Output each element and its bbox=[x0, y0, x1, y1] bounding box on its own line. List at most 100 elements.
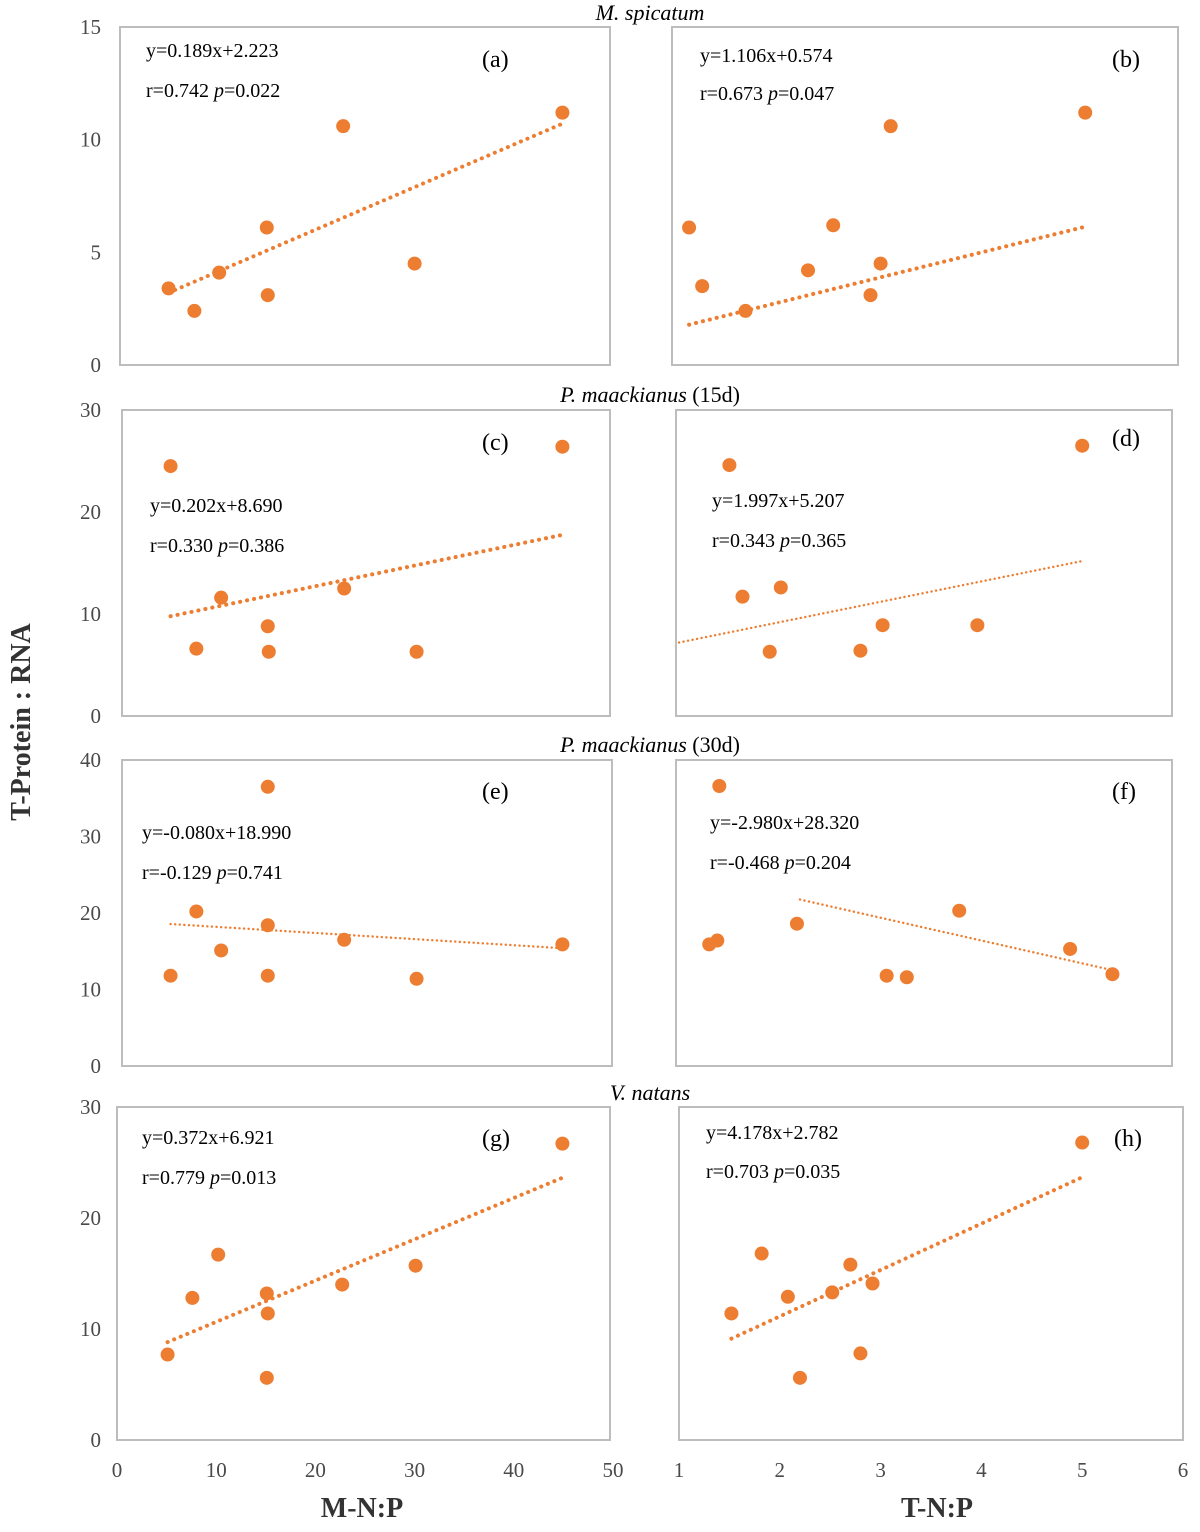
data-point bbox=[260, 288, 275, 303]
data-point bbox=[212, 265, 227, 280]
data-point bbox=[260, 779, 275, 794]
data-point bbox=[260, 918, 275, 933]
regression-equation: y=1.997x+5.207 bbox=[712, 490, 845, 512]
y-tick-label: 10 bbox=[80, 1317, 101, 1341]
y-tick-label: 10 bbox=[80, 602, 101, 626]
y-tick-label: 0 bbox=[91, 1054, 102, 1078]
data-point bbox=[260, 968, 275, 983]
regression-equation: y=0.372x+6.921 bbox=[142, 1127, 275, 1149]
data-point bbox=[163, 459, 178, 474]
data-point bbox=[724, 1306, 739, 1321]
data-point bbox=[970, 618, 985, 633]
panel-label: (f) bbox=[1112, 779, 1136, 805]
regression-stats: r=0.779 p=0.013 bbox=[142, 1167, 276, 1189]
y-tick-label: 20 bbox=[80, 500, 101, 524]
panel-c: 0 10 20 30 y=0.202x+8.690 r=0.330 p=0.386 (c) bbox=[80, 398, 611, 728]
data-point bbox=[409, 971, 424, 986]
data-point bbox=[214, 943, 229, 958]
panel-label: (d) bbox=[1112, 426, 1140, 452]
y-tick-label: 10 bbox=[80, 128, 101, 152]
data-point bbox=[738, 303, 753, 318]
panel-label: (h) bbox=[1114, 1126, 1142, 1152]
panel-label: (c) bbox=[482, 430, 509, 456]
data-point bbox=[160, 1347, 175, 1362]
x-tick-label: 6 bbox=[1178, 1458, 1189, 1482]
x-tick-label: 4 bbox=[976, 1458, 987, 1482]
y-tick-label: 40 bbox=[80, 748, 101, 772]
data-point bbox=[843, 1257, 858, 1272]
panel-f: y=-2.980x+28.320 r=-0.468 p=0.204 (f) bbox=[675, 759, 1173, 1067]
data-point bbox=[261, 644, 276, 659]
regression-stats: r=-0.468 p=0.204 bbox=[710, 852, 851, 874]
row-title-4: V. natans bbox=[610, 1080, 690, 1105]
x-axis-label-left: M-N:P bbox=[321, 1493, 403, 1524]
trendline bbox=[687, 224, 1088, 327]
regression-stats: r=-0.129 p=0.741 bbox=[142, 862, 283, 884]
regression-equation: y=0.189x+2.223 bbox=[146, 40, 279, 62]
panel-a: 0 5 10 15 y=0.189x+2.223 r=0.742 p=0.022 (a) bbox=[80, 15, 611, 377]
regression-equation: y=0.202x+8.690 bbox=[150, 495, 283, 517]
data-point bbox=[1075, 438, 1090, 453]
y-tick-label: 20 bbox=[80, 901, 101, 925]
data-point bbox=[865, 1276, 880, 1291]
data-point bbox=[189, 641, 204, 656]
trendline bbox=[729, 1175, 1085, 1341]
regression-equation: y=1.106x+0.574 bbox=[700, 45, 833, 67]
data-point bbox=[853, 643, 868, 658]
data-point bbox=[1105, 967, 1120, 982]
data-point bbox=[712, 779, 727, 794]
trendline bbox=[169, 922, 564, 950]
plot-frame bbox=[116, 1106, 611, 1441]
data-point bbox=[952, 903, 967, 918]
plot-frame bbox=[678, 1106, 1184, 1441]
data-point bbox=[754, 1246, 769, 1261]
plot-frame bbox=[675, 759, 1173, 1067]
regression-stats: r=0.330 p=0.386 bbox=[150, 535, 284, 557]
data-point bbox=[259, 1370, 274, 1385]
data-point bbox=[853, 1346, 868, 1361]
trendline bbox=[168, 532, 565, 619]
data-point bbox=[792, 1370, 807, 1385]
x-tick-label: 20 bbox=[305, 1458, 326, 1482]
data-point bbox=[187, 303, 202, 318]
data-point bbox=[825, 1285, 840, 1300]
data-point bbox=[826, 218, 841, 233]
plot-frame bbox=[675, 409, 1173, 717]
data-point bbox=[695, 279, 710, 294]
y-tick-label: 20 bbox=[80, 1206, 101, 1230]
plot-frame bbox=[121, 409, 611, 717]
panel-b: y=1.106x+0.574 r=0.673 p=0.047 (b) bbox=[671, 26, 1179, 366]
data-point bbox=[789, 916, 804, 931]
data-point bbox=[163, 968, 178, 983]
trendline bbox=[165, 1175, 565, 1345]
data-point bbox=[682, 220, 697, 235]
row-title-1: M. spicatum bbox=[595, 0, 705, 25]
data-point bbox=[1063, 941, 1078, 956]
data-point bbox=[189, 904, 204, 919]
x-tick-label: 30 bbox=[404, 1458, 425, 1482]
panel-label: (a) bbox=[482, 47, 509, 73]
y-tick-label: 0 bbox=[91, 353, 102, 377]
panel-e: 0 10 20 30 40 y=-0.080x+18.990 r=-0.129 p=0.74… bbox=[80, 748, 613, 1078]
data-point bbox=[873, 256, 888, 271]
panel-g: 0 10 20 30 0 10 20 30 40 50 y=0.372x+6.921 r=0.779 … bbox=[80, 1095, 624, 1482]
x-axis-label-right: T-N:P bbox=[901, 1493, 973, 1524]
data-point bbox=[161, 281, 176, 296]
x-tick-label: 2 bbox=[775, 1458, 786, 1482]
regression-stats: r=0.703 p=0.035 bbox=[706, 1161, 840, 1183]
x-tick-label: 3 bbox=[875, 1458, 886, 1482]
y-tick-label: 0 bbox=[91, 1428, 102, 1452]
trendline bbox=[677, 559, 1084, 644]
data-point bbox=[336, 119, 351, 134]
panel-label: (b) bbox=[1112, 47, 1140, 73]
row-title-2: P. maackianus (15d) bbox=[559, 382, 740, 407]
plot-frame bbox=[119, 26, 611, 366]
data-point bbox=[408, 1258, 423, 1273]
data-point bbox=[899, 970, 914, 985]
y-tick-label: 30 bbox=[80, 398, 101, 422]
data-point bbox=[555, 1136, 570, 1151]
y-tick-label: 5 bbox=[91, 240, 102, 264]
y-tick-label: 30 bbox=[80, 825, 101, 849]
